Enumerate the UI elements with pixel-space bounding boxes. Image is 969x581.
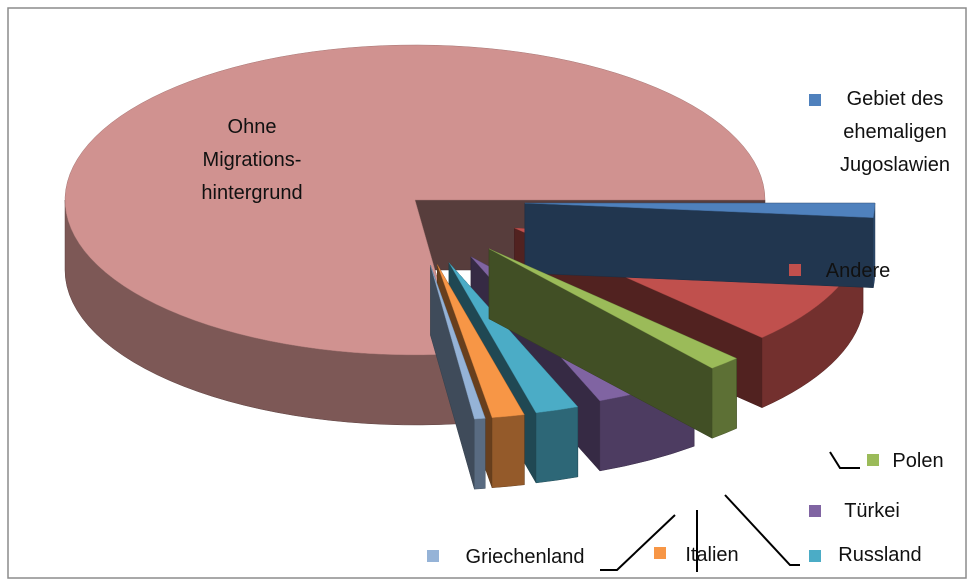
slice (524, 202, 876, 218)
category-label: Griechenland (466, 546, 585, 568)
legend-swatch (427, 550, 439, 562)
category-label: Russland (838, 544, 921, 566)
slice (430, 265, 486, 420)
labels: Gebiet des ehemaligen Jugoslawien Andere Pol… (201, 88, 950, 572)
leader-line (724, 494, 800, 566)
slice (64, 44, 766, 356)
slice (488, 248, 738, 369)
legend-swatch (789, 264, 801, 276)
category-label: Italien (685, 544, 738, 566)
slice-side (491, 414, 525, 488)
legend-swatch (867, 454, 879, 466)
legend-swatch (809, 94, 821, 106)
leader-line (829, 451, 860, 469)
category-label: Polen (892, 450, 943, 472)
slice-side (474, 418, 486, 490)
legend-swatch (809, 505, 821, 517)
slice (448, 262, 579, 414)
slice-side (535, 406, 579, 484)
category-label: Gebiet des ehemaligen Jugoslawien (840, 88, 950, 176)
leader-line (600, 514, 676, 571)
legend-swatch (809, 550, 821, 562)
category-label: Ohne Migrations-hintergrund (201, 116, 302, 204)
category-label: Andere (826, 260, 891, 282)
legend-swatch (654, 547, 666, 559)
category-label: Türkei (844, 500, 900, 522)
slice (437, 264, 525, 418)
slice-side (711, 358, 737, 439)
slice-wall (524, 202, 874, 288)
pie (64, 44, 876, 490)
